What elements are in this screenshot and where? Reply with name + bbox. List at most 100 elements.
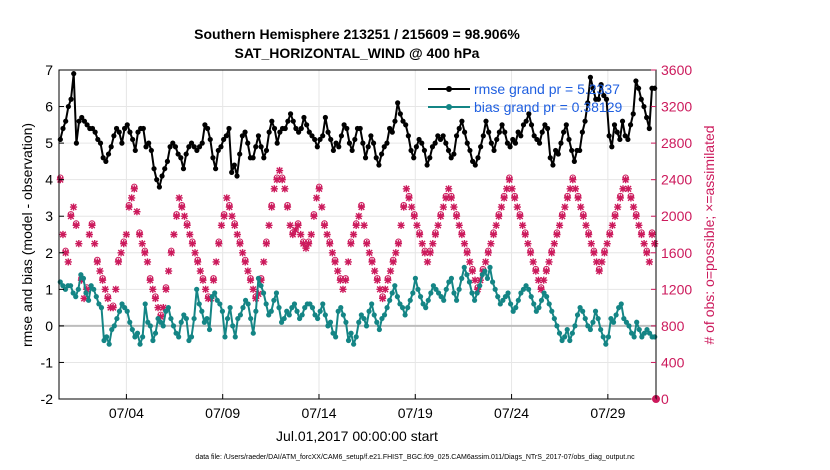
rmse-point	[441, 133, 446, 138]
bias-point	[513, 305, 518, 310]
bias-point	[161, 323, 166, 328]
bias-point	[189, 334, 194, 339]
rmse-point	[232, 162, 237, 167]
rmse-point	[617, 137, 622, 142]
obs-assimilated-marker	[194, 258, 201, 265]
bias-point	[384, 305, 389, 310]
obs-assimilated-marker	[136, 231, 143, 238]
rmse-point	[537, 141, 542, 146]
obs-assimilated-marker	[255, 290, 262, 297]
bias-point	[233, 334, 238, 339]
rmse-point	[299, 126, 304, 131]
obs-assimilated-marker	[651, 240, 658, 247]
obs-assimilated-marker	[482, 258, 489, 265]
obs-assimilated-marker	[96, 267, 103, 274]
rmse-point	[628, 122, 633, 127]
obs-assimilated-marker	[305, 240, 312, 247]
rmse-point	[419, 141, 424, 146]
obs-assimilated-marker	[371, 267, 378, 274]
bias-point	[300, 312, 305, 317]
obs-assimilated-marker	[147, 277, 154, 284]
bias-point	[207, 327, 212, 332]
obs-assimilated-marker	[553, 231, 560, 238]
rmse-point	[607, 133, 612, 138]
rmse-point	[454, 133, 459, 138]
rmse-point	[325, 130, 330, 135]
obs-assimilated-marker	[609, 222, 616, 229]
rmse-point	[63, 119, 68, 124]
bias-point	[557, 331, 562, 336]
bias-point	[598, 327, 603, 332]
bias-point	[572, 323, 577, 328]
obs-assimilated-marker	[469, 267, 476, 274]
obs-assimilated-marker	[374, 277, 381, 284]
bias-point	[392, 283, 397, 288]
bias-point	[112, 323, 117, 328]
bias-point	[168, 316, 173, 321]
rmse-point	[366, 144, 371, 149]
rmse-point	[210, 155, 215, 160]
obs-assimilated-marker	[199, 277, 206, 284]
obs-assimilated-marker	[308, 231, 315, 238]
obs-assimilated-marker	[405, 194, 412, 201]
y-right-tick-label: 2800	[661, 135, 692, 151]
bias-point	[91, 287, 96, 292]
bias-point	[81, 276, 86, 281]
obs-assimilated-marker	[247, 277, 254, 284]
obs-assimilated-marker	[445, 185, 452, 192]
rmse-point	[612, 122, 617, 127]
obs-assimilated-marker	[218, 222, 225, 229]
obs-assimilated-marker	[294, 222, 301, 229]
obs-assimilated-marker	[128, 194, 135, 201]
bias-point	[125, 309, 130, 314]
bias-point	[114, 316, 119, 321]
bias-point	[258, 283, 263, 288]
x-axis-label: Jul.01,2017 00:00:00 start	[276, 428, 438, 444]
rmse-point	[344, 126, 349, 131]
bias-point	[143, 301, 148, 306]
bias-point	[320, 301, 325, 306]
obs-assimilated-marker	[400, 203, 407, 210]
bias-point	[184, 316, 189, 321]
bias-point	[199, 309, 204, 314]
rmse-point	[146, 141, 151, 146]
obs-assimilated-marker	[342, 277, 349, 284]
bias-point	[271, 298, 276, 303]
rmse-point	[483, 119, 488, 124]
obs-assimilated-marker	[91, 240, 98, 247]
obs-assimilated-marker	[231, 222, 238, 229]
bias-point	[462, 265, 467, 270]
bias-point	[413, 276, 418, 281]
bias-point	[230, 323, 235, 328]
bias-point	[354, 334, 359, 339]
obs-assimilated-marker	[384, 277, 391, 284]
obs-assimilated-marker	[559, 213, 566, 220]
data-file-footer: data file: /Users/raeder/DAI/ATM_forcXX/…	[195, 454, 635, 461]
rmse-point	[414, 144, 419, 149]
bias-point	[590, 320, 595, 325]
rmse-point	[502, 130, 507, 135]
obs-assimilated-marker	[493, 222, 500, 229]
obs-assimilated-marker	[450, 203, 457, 210]
rmse-point	[540, 130, 545, 135]
x-tick-label: 07/19	[398, 405, 433, 421]
bias-point	[634, 320, 639, 325]
obs-assimilated-marker	[94, 258, 101, 265]
obs-assimilated-marker	[556, 222, 563, 229]
rmse-point	[374, 155, 379, 160]
bias-point	[570, 331, 575, 336]
rmse-point	[213, 166, 218, 171]
obs-assimilated-marker	[271, 185, 278, 192]
obs-assimilated-marker	[429, 240, 436, 247]
y-axis-right-label: # of obs: o=possible; ×=assimilated	[701, 125, 717, 344]
bias-point	[127, 320, 132, 325]
obs-assimilated-marker	[464, 249, 471, 256]
bias-point	[526, 287, 531, 292]
bias-point	[418, 294, 423, 299]
obs-assimilated-marker	[590, 249, 597, 256]
rmse-point	[558, 141, 563, 146]
obs-assimilated-marker	[387, 267, 394, 274]
rmse-point	[486, 130, 491, 135]
obs-assimilated-marker	[524, 240, 531, 247]
bias-point	[459, 276, 464, 281]
